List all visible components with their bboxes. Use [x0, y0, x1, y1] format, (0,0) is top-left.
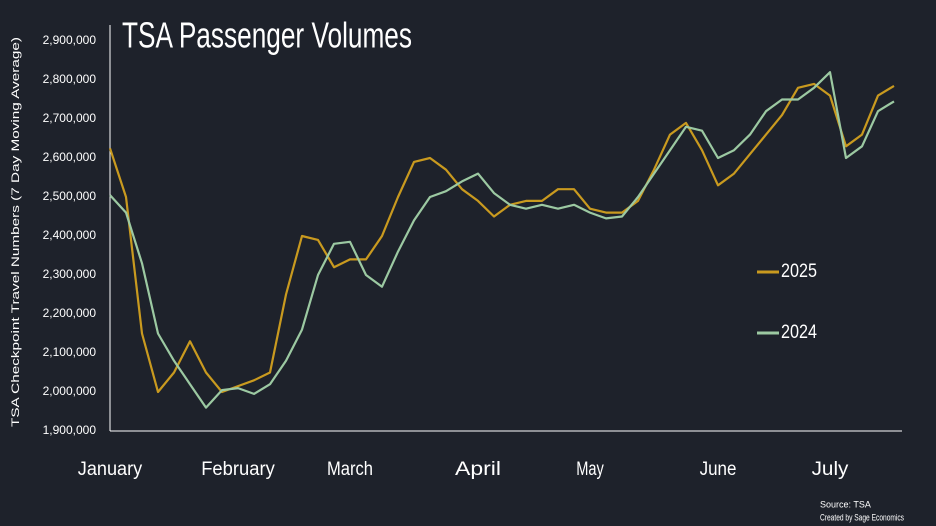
- series-line: [108, 82, 895, 394]
- x-tick-label: May: [576, 459, 604, 480]
- y-tick-label: 2,600,000: [43, 150, 97, 164]
- y-tick-label: 2,000,000: [43, 384, 97, 398]
- x-tick-label: July: [812, 459, 849, 480]
- x-tick-label: February: [201, 459, 275, 480]
- chart-title: TSA Passenger Volumes: [122, 15, 412, 56]
- x-tick-label: June: [700, 459, 737, 480]
- y-tick-label: 2,400,000: [43, 228, 97, 242]
- y-tick-label: 2,100,000: [43, 345, 97, 359]
- y-tick-label: 2,200,000: [43, 306, 97, 320]
- legend-label: 2024: [781, 322, 817, 343]
- y-tick-label: 2,500,000: [43, 189, 97, 203]
- source: Source: TSA: [820, 499, 871, 509]
- y-tick-label: 2,700,000: [43, 111, 97, 125]
- series-line: [109, 71, 895, 409]
- x-tick-label: April: [455, 459, 501, 480]
- y-tick-label: 2,300,000: [43, 267, 97, 281]
- y-tick-label: 2,900,000: [43, 33, 97, 47]
- y-tick-label: 1,900,000: [43, 423, 97, 437]
- x-tick-label: January: [78, 459, 143, 480]
- x-tick-label: March: [327, 459, 373, 480]
- legend-label: 2025: [781, 261, 817, 282]
- y-tick-label: 2,800,000: [43, 72, 97, 86]
- credit: Created by Sage Economics: [820, 512, 904, 522]
- y-axis-label: TSA Checkpoint Travel Numbers (7 Day Mov…: [10, 37, 22, 427]
